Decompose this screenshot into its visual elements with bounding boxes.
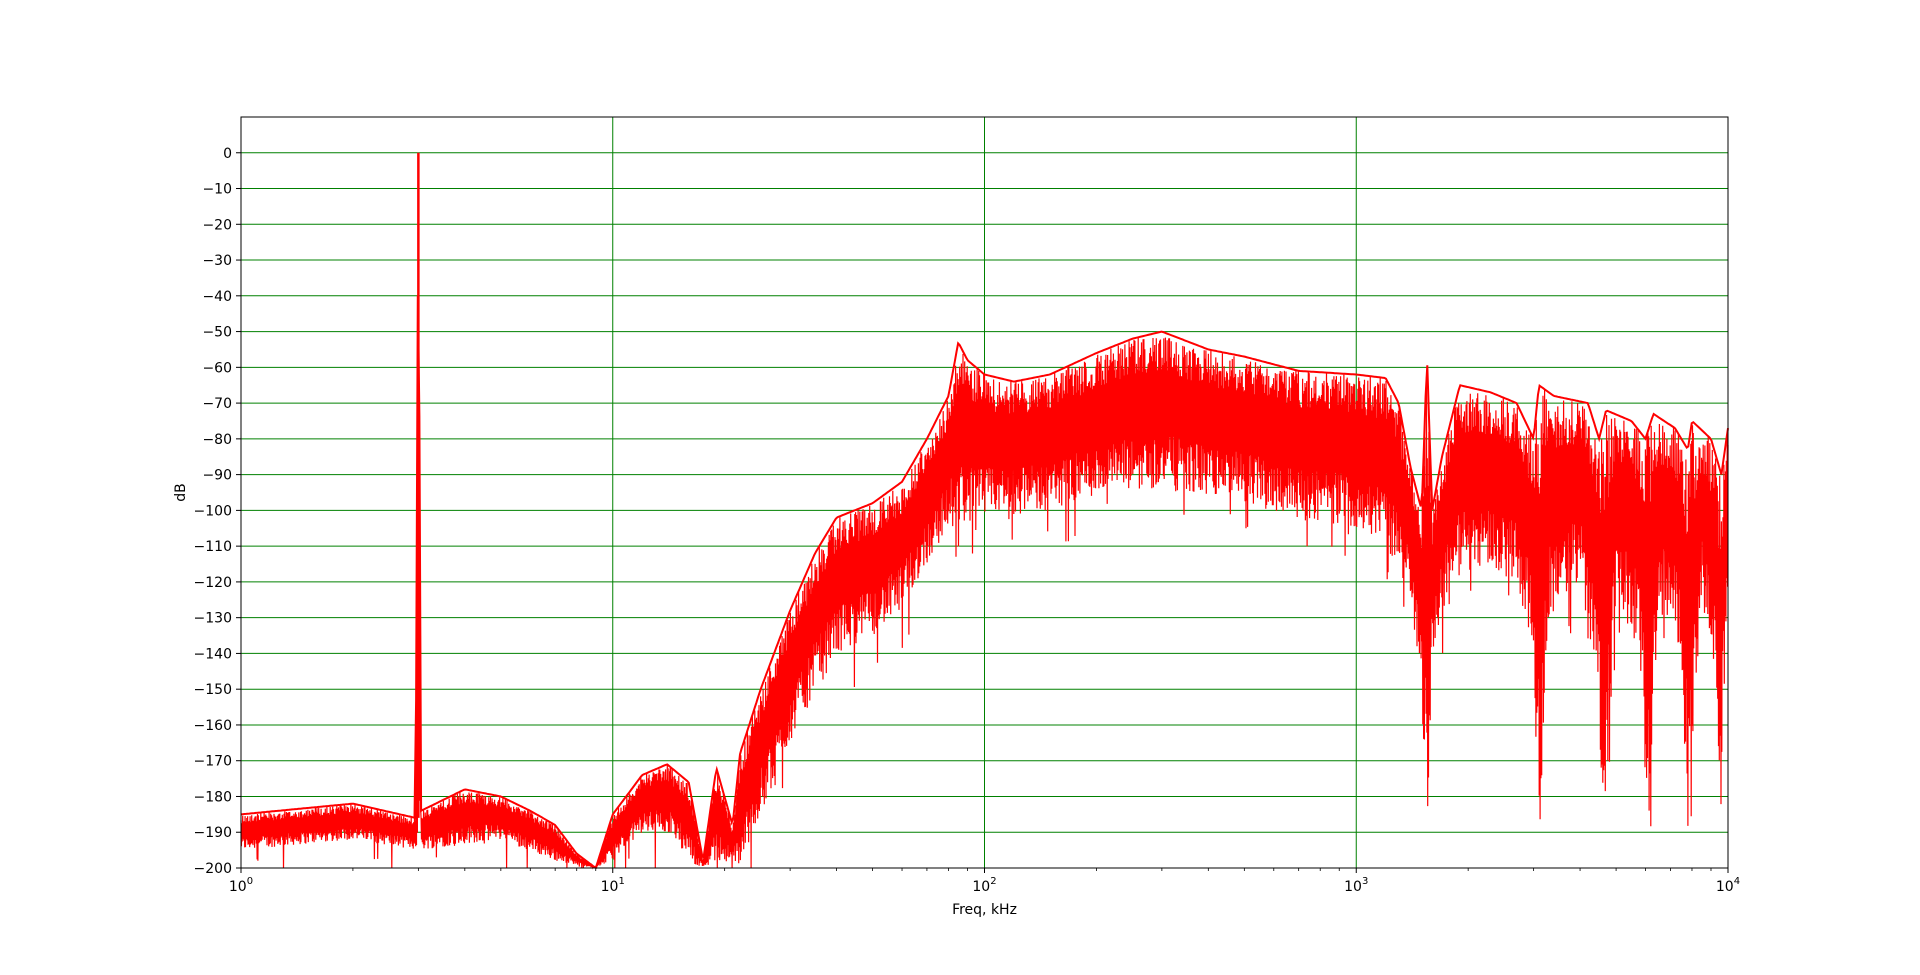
y-tick-label: −10 bbox=[202, 182, 232, 198]
x-tick-label: 104 bbox=[1716, 876, 1740, 895]
y-tick-label: −70 bbox=[202, 396, 232, 412]
data-layer bbox=[240, 152, 1729, 870]
y-tick-label: −170 bbox=[194, 754, 232, 770]
y-tick-label: −140 bbox=[194, 646, 232, 662]
y-tick-label: −180 bbox=[194, 789, 232, 805]
y-tick-label: −120 bbox=[194, 575, 232, 591]
y-tick-label: −130 bbox=[194, 611, 232, 627]
grid-layer bbox=[241, 117, 1728, 868]
x-axis-label: Freq, kHz bbox=[952, 902, 1017, 918]
spectrum-envelope bbox=[240, 295, 1729, 869]
y-tick-label: −80 bbox=[202, 432, 232, 448]
y-tick-label: −90 bbox=[202, 468, 232, 484]
y-tick-label: −110 bbox=[194, 539, 232, 555]
x-tick-label: 102 bbox=[972, 876, 996, 895]
y-tick-label: −50 bbox=[202, 325, 232, 341]
y-tick-label: −20 bbox=[202, 217, 232, 233]
x-tick-label: 103 bbox=[1344, 876, 1368, 895]
y-tick-label: −100 bbox=[194, 503, 232, 519]
y-tick-label: 0 bbox=[223, 146, 232, 162]
y-axis-label: dB bbox=[173, 483, 189, 502]
y-tick-label: −200 bbox=[194, 861, 232, 877]
y-tick-label: −60 bbox=[202, 360, 232, 376]
x-tick-label: 101 bbox=[601, 876, 625, 895]
y-tick-label: −190 bbox=[194, 825, 232, 841]
y-tick-label: −30 bbox=[202, 253, 232, 269]
y-tick-label: −150 bbox=[194, 682, 232, 698]
y-tick-label: −40 bbox=[202, 289, 232, 305]
tick-layer: 0 −10 −20 −30 −40 −50 −60 −70 −80 −90 −100 −110 −120… bbox=[194, 146, 1741, 895]
x-tick-label: 100 bbox=[229, 876, 253, 895]
y-tick-label: −160 bbox=[194, 718, 232, 734]
